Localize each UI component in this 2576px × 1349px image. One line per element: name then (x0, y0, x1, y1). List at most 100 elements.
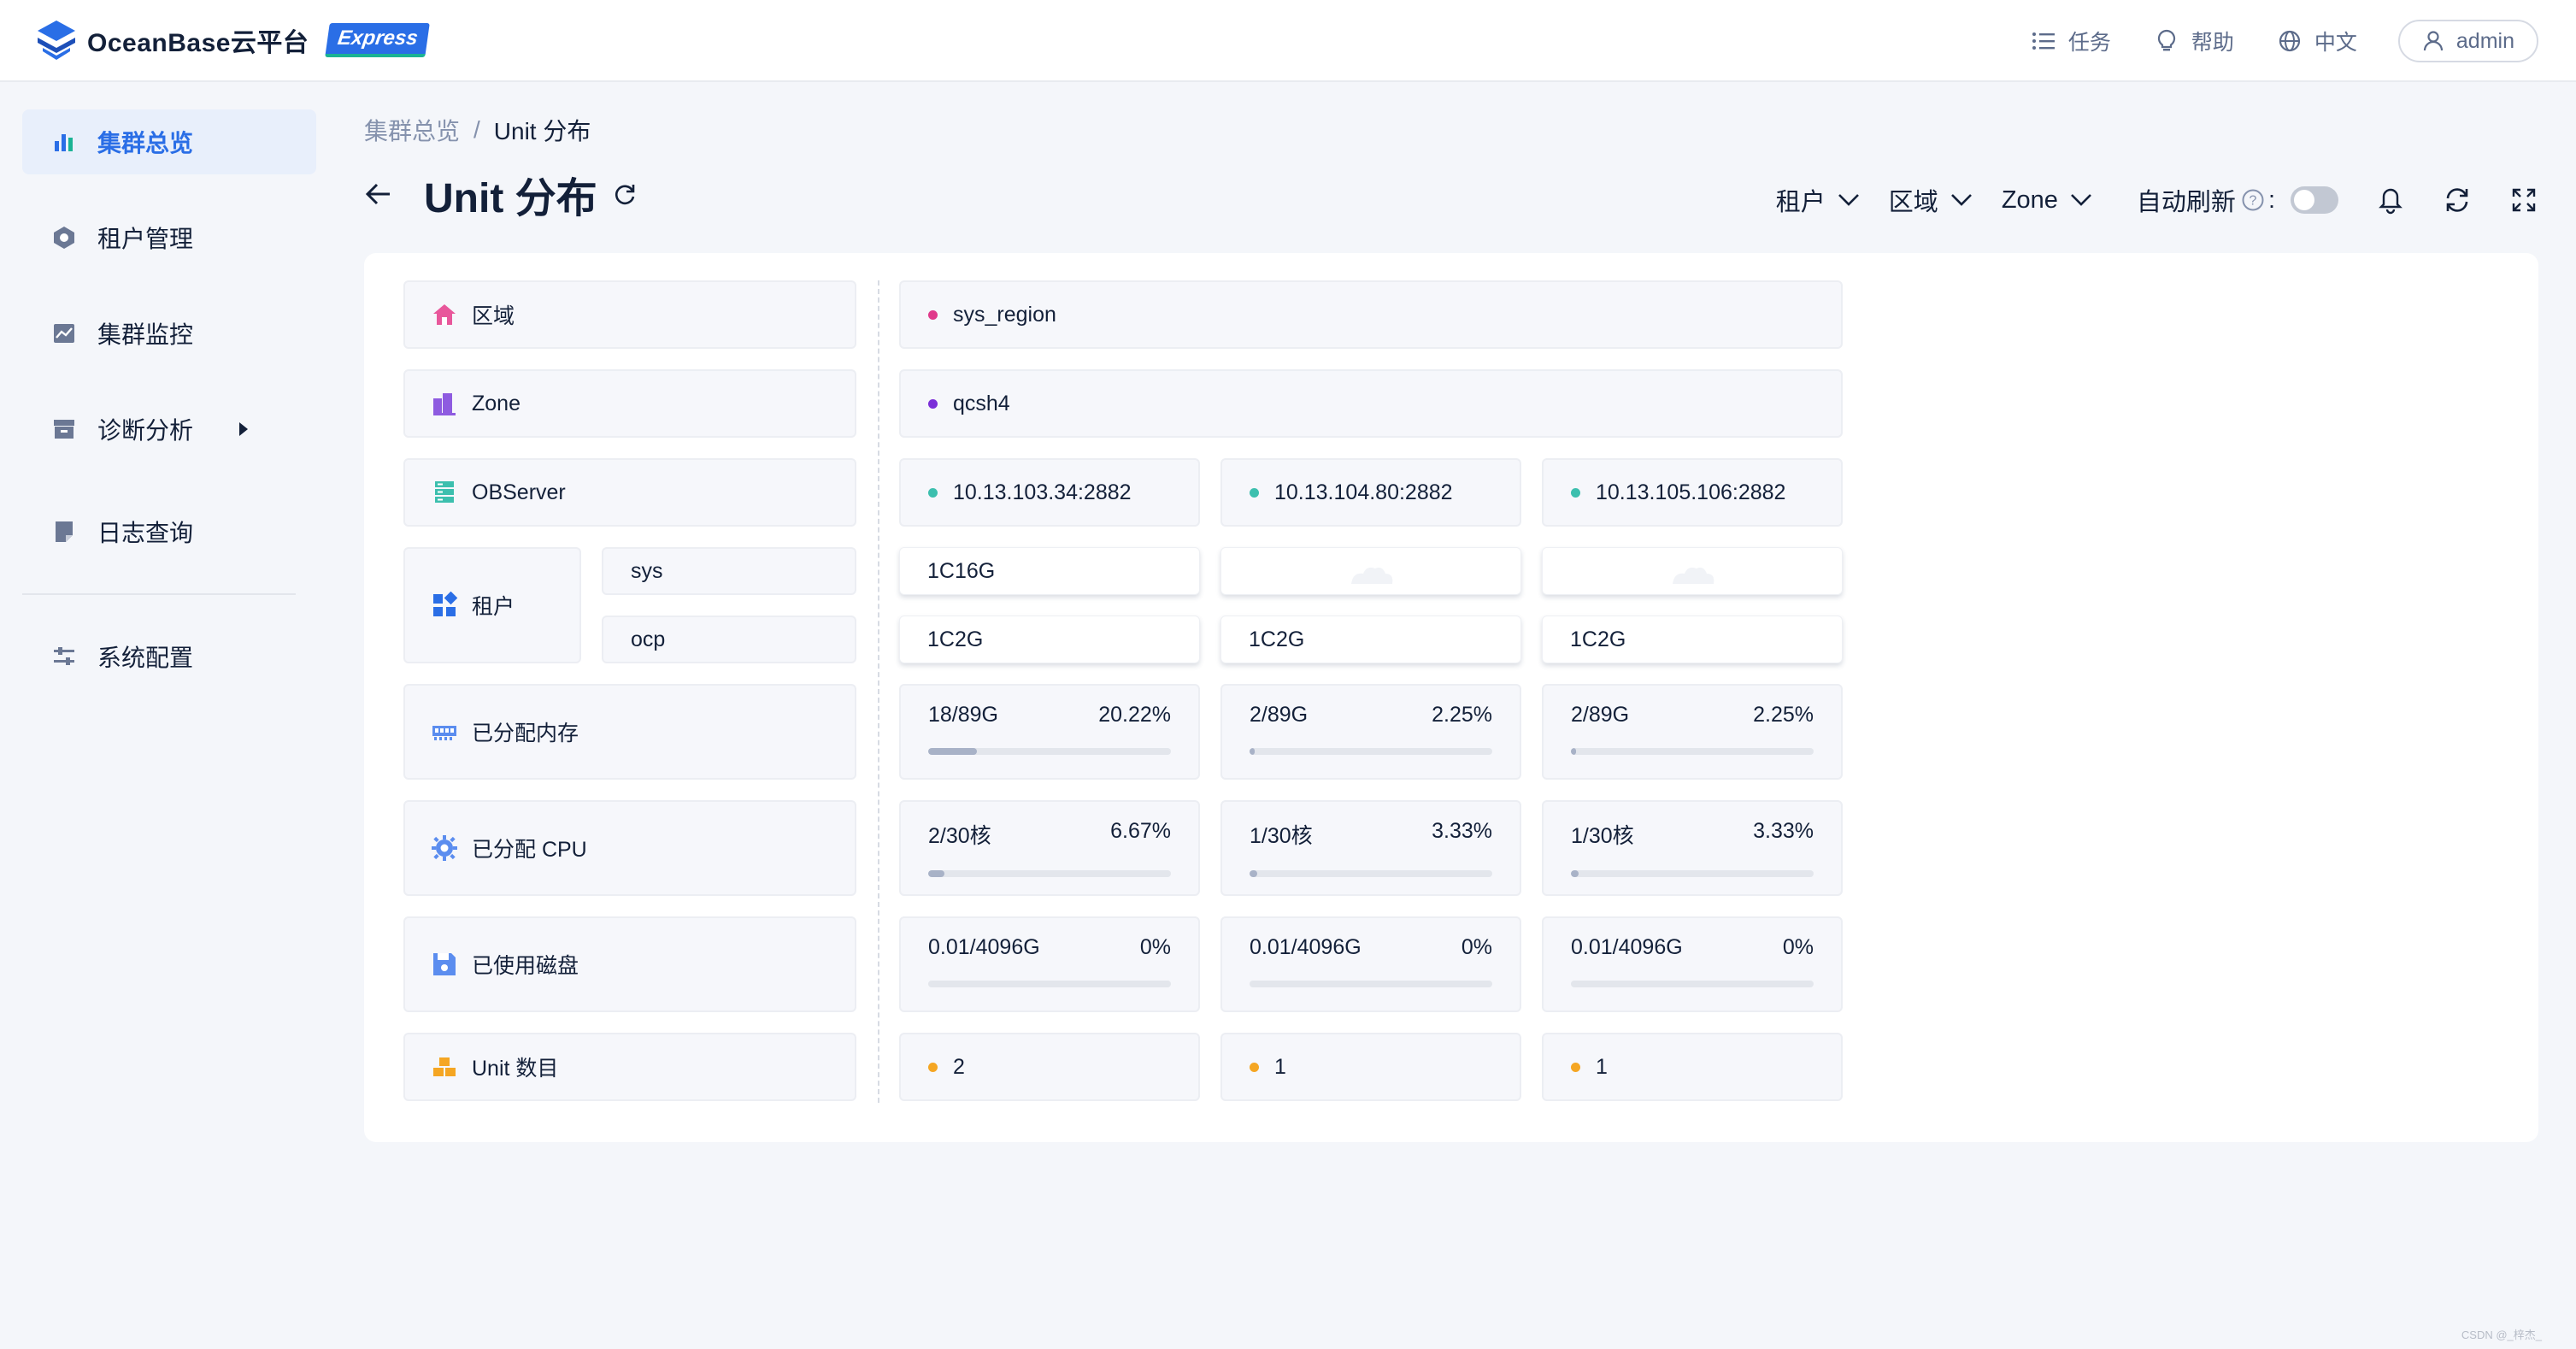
progress-bar (1250, 748, 1492, 755)
unit-card-sys[interactable]: 1C16G (899, 547, 1200, 595)
row-label-memory: 已分配内存 (403, 684, 856, 780)
tasks-button[interactable]: 任务 (2031, 26, 2111, 56)
metric-value: 2/89G (1250, 703, 1309, 727)
unit-card-ocp[interactable]: 1C2G (1542, 616, 1843, 663)
zone-filter-label: Zone (2001, 186, 2058, 214)
metric-value: 0.01/4096G (1250, 935, 1362, 959)
disk-metric-cell: 0.01/4096G 0% (1220, 916, 1521, 1012)
empty-placeholder-icon (1673, 567, 1714, 584)
unit-count-cell: 2 (899, 1033, 1200, 1101)
tenant-name: ocp (631, 627, 666, 651)
metric-value: 1/30核 (1250, 824, 1313, 848)
unit-card-ocp[interactable]: 1C2G (899, 616, 1200, 663)
watermark: CSDN @_梓杰_ (2461, 1328, 2542, 1341)
progress-bar (1250, 870, 1492, 877)
lightbulb-icon (2157, 29, 2175, 51)
globe-icon (2279, 30, 2300, 52)
sidebar-item-label: 集群监控 (97, 321, 194, 348)
progress-fill (1250, 748, 1256, 755)
observer-cell: 10.13.104.80:2882 (1220, 458, 1521, 527)
svg-text:?: ? (2249, 194, 2256, 209)
sidebar-item-cluster-monitor[interactable]: 集群监控 (22, 301, 316, 366)
breadcrumb: 集群总览 / Unit 分布 (364, 113, 591, 147)
auto-refresh-label: 自动刷新 (2136, 189, 2236, 216)
breadcrumb-separator: / (473, 116, 480, 143)
stacked-boxes-icon (433, 1057, 456, 1076)
sidebar-item-diagnosis[interactable]: 诊断分析 (22, 397, 316, 462)
region-value-cell: sys_region (899, 280, 1843, 349)
bell-icon[interactable] (2376, 186, 2405, 215)
fullscreen-icon[interactable] (2509, 186, 2538, 215)
sidebar-item-system-config[interactable]: 系统配置 (22, 624, 316, 689)
sidebar-item-tenant-management[interactable]: 租户管理 (22, 205, 316, 270)
metric-percent: 0% (1461, 935, 1492, 959)
row-label-disk: 已使用磁盘 (403, 916, 856, 1012)
help-button[interactable]: 帮助 (2154, 26, 2234, 56)
observer-address: 10.13.104.80:2882 (1274, 480, 1453, 504)
zone-filter-dropdown[interactable]: Zone (2002, 186, 2092, 215)
observer-address: 10.13.105.106:2882 (1596, 480, 1786, 504)
unit-spec: 1C2G (1570, 627, 1626, 651)
cpu-metric-cell: 1/30核 3.33% (1220, 800, 1521, 896)
progress-bar (928, 748, 1171, 755)
row-label-text: Zone (472, 391, 520, 415)
sync-icon[interactable] (2443, 186, 2472, 215)
oceanbase-logo-icon (38, 21, 75, 60)
cpu-metric-cell: 2/30核 6.67% (899, 800, 1200, 896)
row-label-cpu: 已分配 CPU (403, 800, 856, 896)
progress-fill (1571, 748, 1577, 755)
caret-right-icon (239, 422, 249, 436)
reload-icon[interactable] (611, 180, 638, 208)
status-dot (928, 309, 938, 320)
unit-count-cell: 1 (1542, 1033, 1843, 1101)
empty-placeholder-icon (1351, 567, 1393, 584)
row-label-text: 区域 (472, 304, 515, 328)
disk-save-icon (433, 953, 456, 975)
logo[interactable]: OceanBase云平台 Express (34, 19, 431, 62)
auto-refresh-toggle[interactable] (2291, 186, 2338, 214)
user-menu-button[interactable]: admin (2397, 20, 2538, 62)
status-dot (928, 487, 938, 498)
row-label-text: 已分配内存 (472, 722, 579, 745)
observer-cell: 10.13.103.34:2882 (899, 458, 1200, 527)
top-header: OceanBase云平台 Express 任务 帮助 中文 (0, 0, 2576, 82)
sidebar-item-log-query[interactable]: 日志查询 (22, 499, 316, 564)
language-switch[interactable]: 中文 (2277, 26, 2357, 56)
row-label-text: OBServer (472, 480, 566, 504)
unit-card-ocp[interactable]: 1C2G (1220, 616, 1521, 663)
hexagon-icon (54, 227, 74, 249)
metric-percent: 0% (1139, 935, 1171, 959)
row-label-text: 已使用磁盘 (472, 954, 579, 978)
help-label: 帮助 (2191, 31, 2234, 55)
sidebar-item-cluster-overview[interactable]: 集群总览 (22, 109, 316, 174)
zone-name: qcsh4 (953, 391, 1010, 415)
region-name: sys_region (953, 302, 1056, 327)
unit-card-empty (1542, 547, 1843, 595)
status-dot (1250, 1062, 1259, 1072)
user-icon (2423, 31, 2444, 51)
cpu-icon (432, 835, 457, 861)
region-filter-dropdown[interactable]: 区域 (1889, 182, 1973, 218)
column-divider (878, 280, 879, 1103)
arrow-left-icon[interactable] (364, 180, 393, 209)
breadcrumb-link-cluster-overview[interactable]: 集群总览 (364, 118, 461, 144)
chevron-down-icon (1950, 194, 1972, 206)
question-circle-icon[interactable]: ? (2241, 188, 2265, 212)
tenant-label-sys: sys (602, 547, 856, 595)
metric-percent: 2.25% (1432, 703, 1492, 727)
status-dot (1571, 487, 1580, 498)
row-label-observer: OBServer (403, 458, 856, 527)
unit-count-value: 1 (1274, 1054, 1286, 1079)
list-icon (2032, 32, 2055, 50)
metric-percent: 3.33% (1753, 819, 1814, 843)
status-dot (1571, 1062, 1580, 1072)
status-dot (1250, 487, 1259, 498)
sidebar: 集群总览 租户管理 集群监控 诊断分析 日志查询 (0, 84, 325, 1349)
auto-refresh-control: 自动刷新 ? : (2137, 182, 2338, 218)
row-label-zone: Zone (403, 369, 856, 438)
sidebar-item-label: 诊断分析 (97, 417, 194, 444)
tenant-filter-dropdown[interactable]: 租户 (1776, 182, 1860, 218)
status-dot (928, 1062, 938, 1072)
metric-percent: 2.25% (1753, 703, 1814, 727)
progress-fill (1250, 870, 1258, 877)
